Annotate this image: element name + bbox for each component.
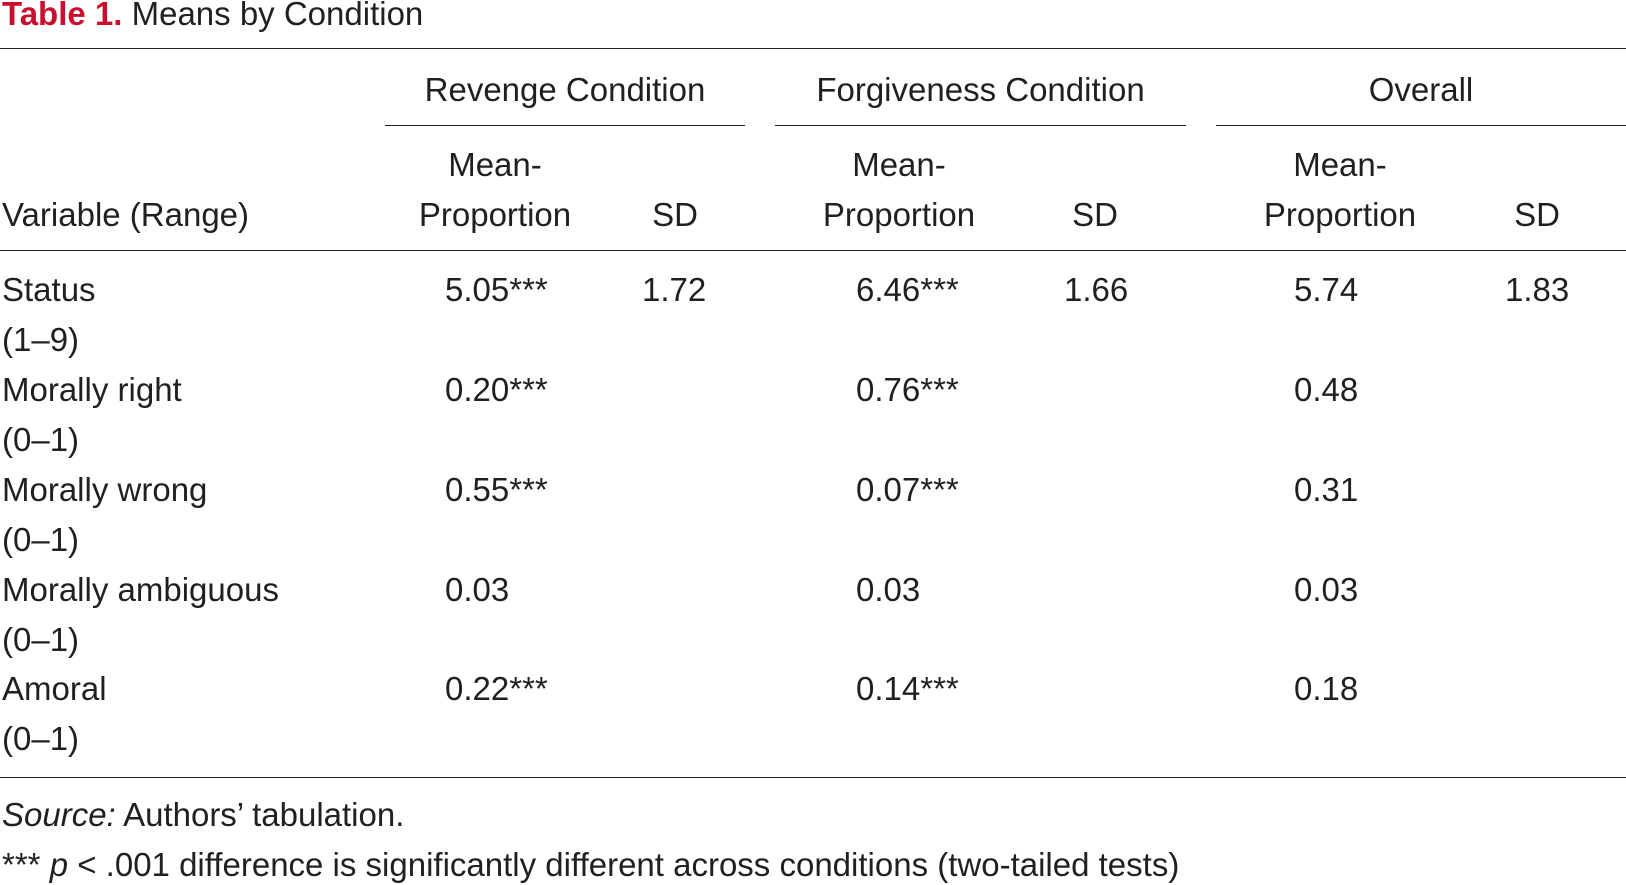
forgiveness-mean-cell: 0.76***: [856, 371, 959, 408]
overall-mean-cell: 0.48: [1294, 371, 1359, 408]
revenge-mean-cell: 0.03: [445, 571, 510, 608]
group-rule-forgiveness: [775, 125, 1186, 126]
forgiveness-mean-cell: 6.46***: [856, 271, 959, 308]
row-variable-range: (1–9): [2, 321, 80, 358]
overall-mean-cell: 5.74: [1294, 271, 1359, 308]
revenge-sd-cell: 1.72: [642, 271, 707, 308]
group-header-forgiveness: Forgiveness Condition: [816, 71, 1145, 108]
forgiveness-mean-cell: 0.14***: [856, 670, 959, 707]
overall-mean-cell: 0.03: [1294, 571, 1359, 608]
group-rule-revenge: [385, 125, 745, 126]
revenge-mean-cell: 5.05***: [445, 271, 548, 308]
row-variable-range: (0–1): [2, 421, 80, 458]
significance-stars: ***: [2, 846, 50, 883]
forgiveness-mean-header-line1: Mean-: [852, 146, 946, 183]
source-label: Source:: [2, 796, 116, 833]
header-bottom-rule: [0, 250, 1626, 251]
revenge-mean-cell: 0.22***: [445, 670, 548, 707]
table-title: Means by Condition: [131, 0, 424, 32]
row-variable-name: Morally right: [2, 371, 182, 408]
forgiveness-sd-cell: 1.66: [1064, 271, 1129, 308]
revenge-mean-header-line1: Mean-: [448, 146, 542, 183]
group-header-revenge: Revenge Condition: [424, 71, 706, 108]
forgiveness-mean-header-line2: Proportion: [822, 196, 976, 233]
row-variable-range: (0–1): [2, 720, 80, 757]
table-caption: Table 1. Means by Condition: [2, 0, 423, 34]
table-label: Table 1.: [2, 0, 123, 32]
row-variable-name: Morally wrong: [2, 471, 208, 508]
overall-mean-cell: 0.31: [1294, 471, 1359, 508]
top-rule: [0, 48, 1626, 49]
table-bottom-rule: [0, 777, 1626, 778]
source-note: Source: Authors’ tabulation.: [2, 795, 404, 835]
source-text: Authors’ tabulation.: [115, 796, 405, 833]
group-rule-overall: [1216, 125, 1626, 126]
forgiveness-sd-header: SD: [1072, 196, 1118, 233]
forgiveness-mean-cell: 0.03: [856, 571, 921, 608]
group-header-overall: Overall: [1368, 71, 1474, 108]
significance-text: < .001 difference is significantly diffe…: [68, 846, 1180, 883]
row-variable-name: Status: [2, 271, 96, 308]
overall-mean-cell: 0.18: [1294, 670, 1359, 707]
row-variable-range: (0–1): [2, 521, 80, 558]
row-variable-name: Amoral: [2, 670, 107, 707]
overall-sd-header: SD: [1514, 196, 1560, 233]
revenge-mean-header-line2: Proportion: [418, 196, 572, 233]
row-variable-range: (0–1): [2, 621, 80, 658]
variable-column-header: Variable (Range): [2, 196, 250, 233]
revenge-mean-cell: 0.55***: [445, 471, 548, 508]
overall-mean-header-line2: Proportion: [1263, 196, 1417, 233]
forgiveness-mean-cell: 0.07***: [856, 471, 959, 508]
significance-p: p: [49, 846, 69, 883]
significance-note: *** p < .001 difference is significantly…: [2, 845, 1179, 885]
revenge-mean-cell: 0.20***: [445, 371, 548, 408]
overall-mean-header-line1: Mean-: [1293, 146, 1387, 183]
revenge-sd-header: SD: [652, 196, 698, 233]
row-variable-name: Morally ambiguous: [2, 571, 279, 608]
overall-sd-cell: 1.83: [1505, 271, 1570, 308]
